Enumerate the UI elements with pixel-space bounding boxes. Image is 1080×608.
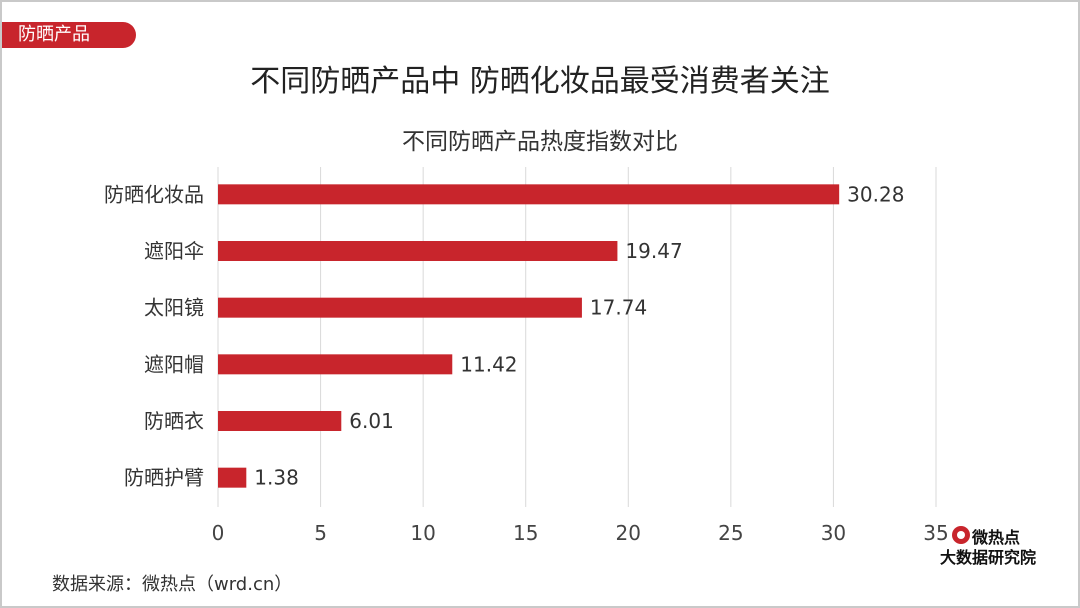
x-tick-label: 5 — [314, 521, 327, 545]
bar — [218, 297, 582, 318]
category-label: 防晒护臂 — [124, 466, 204, 490]
brand-logo: 微热点 大数据研究院 — [940, 524, 1060, 567]
x-tick-label: 10 — [410, 521, 435, 545]
chart-title: 不同防晒产品热度指数对比 — [402, 129, 678, 155]
bar — [218, 411, 342, 431]
x-tick-label: 35 — [923, 521, 948, 545]
category-label: 防晒衣 — [144, 409, 204, 433]
brand-logo-line2: 大数据研究院 — [940, 548, 1037, 567]
x-tick-label: 30 — [821, 521, 846, 545]
category-label: 遮阳伞 — [144, 239, 204, 263]
bar — [218, 241, 618, 261]
data-label: 19.47 — [625, 239, 682, 263]
x-tick-label: 15 — [513, 521, 538, 545]
data-label: 11.42 — [460, 352, 517, 376]
bar — [218, 184, 840, 205]
x-tick-label: 0 — [212, 521, 225, 545]
data-label: 6.01 — [349, 409, 394, 433]
category-label: 太阳镜 — [144, 296, 204, 320]
weibo-eye-icon — [952, 526, 970, 544]
main-title: 不同防晒产品中 防晒化妆品最受消费者关注 — [250, 64, 830, 99]
category-label: 防晒化妆品 — [104, 182, 204, 206]
brand-logo-line1: 微热点 — [972, 528, 1021, 547]
category-tag: 防晒产品 — [2, 22, 136, 48]
source-note: 数据来源：微热点（wrd.cn） — [52, 574, 293, 595]
bar — [218, 467, 247, 488]
data-label: 1.38 — [254, 466, 299, 490]
x-tick-label: 25 — [718, 521, 743, 545]
data-label: 30.28 — [847, 182, 904, 206]
category-tag-label: 防晒产品 — [18, 24, 90, 45]
bar — [218, 354, 453, 375]
data-label: 17.74 — [590, 296, 647, 320]
category-label: 遮阳帽 — [144, 352, 204, 376]
x-tick-label: 20 — [616, 521, 641, 545]
